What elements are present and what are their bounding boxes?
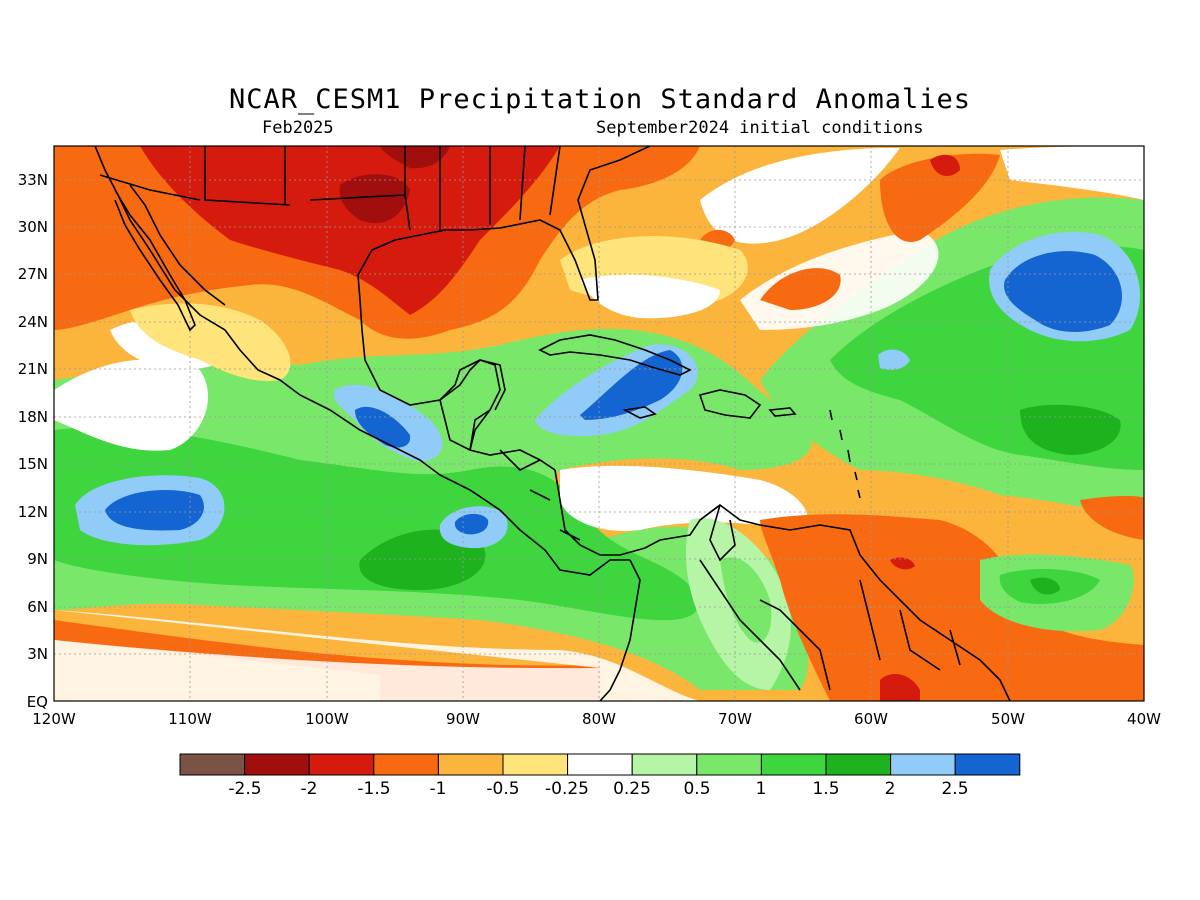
colorbar-swatch xyxy=(760,753,827,776)
lat-label: 27N xyxy=(18,265,48,283)
colorbar-label: -0.5 xyxy=(486,779,519,799)
colorbar-swatch xyxy=(373,753,439,776)
colorbar-label: -2.5 xyxy=(228,779,261,799)
lon-label: 120W xyxy=(32,710,76,728)
forecast-month: Feb2025 xyxy=(262,118,334,138)
lon-label: 40W xyxy=(1127,710,1161,728)
coastlines xyxy=(94,146,1011,701)
map-frame xyxy=(53,145,1145,702)
longitude-labels: 120W 110W 100W 90W 80W 70W 60W 50W 40W xyxy=(32,710,1161,728)
lat-label: 9N xyxy=(27,550,48,568)
anomaly-field xyxy=(54,146,1144,701)
colorbar-swatch xyxy=(954,753,1021,776)
lon-label: 50W xyxy=(991,710,1025,728)
colorbar xyxy=(179,753,1021,776)
lat-label: 6N xyxy=(27,598,48,616)
colorbar-swatch xyxy=(567,753,633,776)
lat-lon-grid xyxy=(54,146,1144,701)
lat-label: 33N xyxy=(18,171,48,189)
colorbar-labels: -2.5 -2 -1.5 -1 -0.5 -0.25 0.25 0.5 1 1.… xyxy=(228,779,968,799)
lon-label: 70W xyxy=(718,710,752,728)
lat-label: EQ xyxy=(27,693,48,711)
lat-label: 12N xyxy=(18,503,48,521)
colorbar-swatch xyxy=(308,753,375,776)
colorbar-label: 0.25 xyxy=(613,779,651,799)
colorbar-swatch xyxy=(696,753,762,776)
colorbar-label: -1.5 xyxy=(357,779,390,799)
colorbar-swatch xyxy=(244,753,310,776)
colorbar-swatch xyxy=(890,753,956,776)
colorbar-label: 2 xyxy=(885,779,896,799)
colorbar-swatch xyxy=(179,753,246,776)
colorbar-label: -2 xyxy=(301,779,318,799)
lon-label: 110W xyxy=(168,710,212,728)
colorbar-swatch xyxy=(502,753,569,776)
colorbar-label: 1 xyxy=(756,779,767,799)
initial-conditions-label: September2024 initial conditions xyxy=(596,118,924,138)
colorbar-swatch xyxy=(631,753,698,776)
lat-label: 18N xyxy=(18,408,48,426)
colorbar-label: -0.25 xyxy=(545,779,589,799)
colorbar-swatch xyxy=(437,753,504,776)
colorbar-label: -1 xyxy=(430,779,447,799)
lat-label: 15N xyxy=(18,455,48,473)
lon-label: 80W xyxy=(582,710,616,728)
lat-label: 3N xyxy=(27,645,48,663)
lon-label: 90W xyxy=(446,710,480,728)
latitude-labels: 33N 30N 27N 24N 21N 18N 15N 12N 9N 6N 3N… xyxy=(18,171,48,711)
lat-label: 30N xyxy=(18,218,48,236)
colorbar-swatch xyxy=(825,753,892,776)
colorbar-label: 0.5 xyxy=(683,779,710,799)
lat-label: 21N xyxy=(18,360,48,378)
lon-label: 100W xyxy=(305,710,349,728)
colorbar-label: 2.5 xyxy=(941,779,968,799)
lon-label: 60W xyxy=(854,710,888,728)
colorbar-label: 1.5 xyxy=(812,779,839,799)
map-title: NCAR_CESM1 Precipitation Standard Anomal… xyxy=(229,84,971,115)
lat-label: 24N xyxy=(18,313,48,331)
